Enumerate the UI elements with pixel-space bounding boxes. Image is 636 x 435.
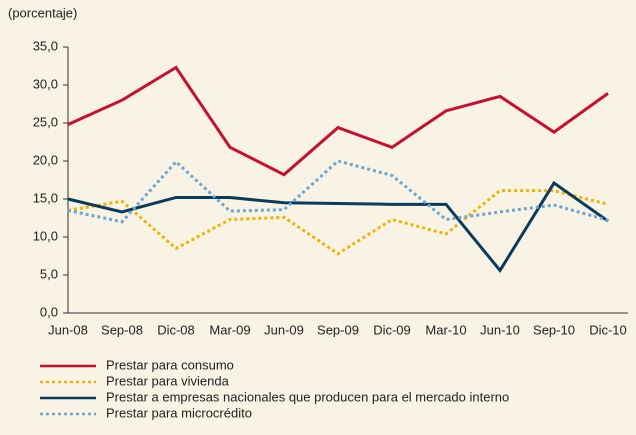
series-line — [67, 180, 609, 274]
y-tick-label: 20,0 — [33, 152, 58, 167]
y-tick-label: 25,0 — [33, 114, 58, 129]
x-tick-label: Sep-10 — [533, 322, 575, 337]
legend-label: Prestar a empresas nacionales que produc… — [106, 389, 509, 404]
x-tick-label: Mar-10 — [425, 322, 466, 337]
x-tick-label: Sep-08 — [101, 322, 143, 337]
series-line — [67, 65, 609, 177]
y-tick-label: 0,0 — [40, 304, 58, 319]
x-tick-label: Jun-08 — [48, 322, 88, 337]
series-line — [67, 159, 609, 224]
x-tick-label: Dic-10 — [589, 322, 627, 337]
legend-label: Prestar para vivienda — [106, 373, 230, 388]
legend-label: Prestar para consumo — [106, 357, 234, 372]
legend-label: Prestar para microcrédito — [106, 405, 252, 420]
y-tick-label: 35,0 — [33, 38, 58, 53]
y-tick-label: 5,0 — [40, 266, 58, 281]
y-tick-label: 30,0 — [33, 76, 58, 91]
y-axis-label: (porcentaje) — [8, 5, 77, 20]
x-tick-label: Jun-09 — [264, 322, 304, 337]
x-tick-label: Dic-09 — [373, 322, 411, 337]
x-tick-label: Sep-09 — [317, 322, 359, 337]
y-tick-label: 15,0 — [33, 190, 58, 205]
y-tick-label: 10,0 — [33, 228, 58, 243]
x-tick-label: Dic-08 — [157, 322, 195, 337]
x-tick-label: Jun-10 — [480, 322, 520, 337]
series-line — [67, 189, 609, 256]
x-tick-label: Mar-09 — [209, 322, 250, 337]
